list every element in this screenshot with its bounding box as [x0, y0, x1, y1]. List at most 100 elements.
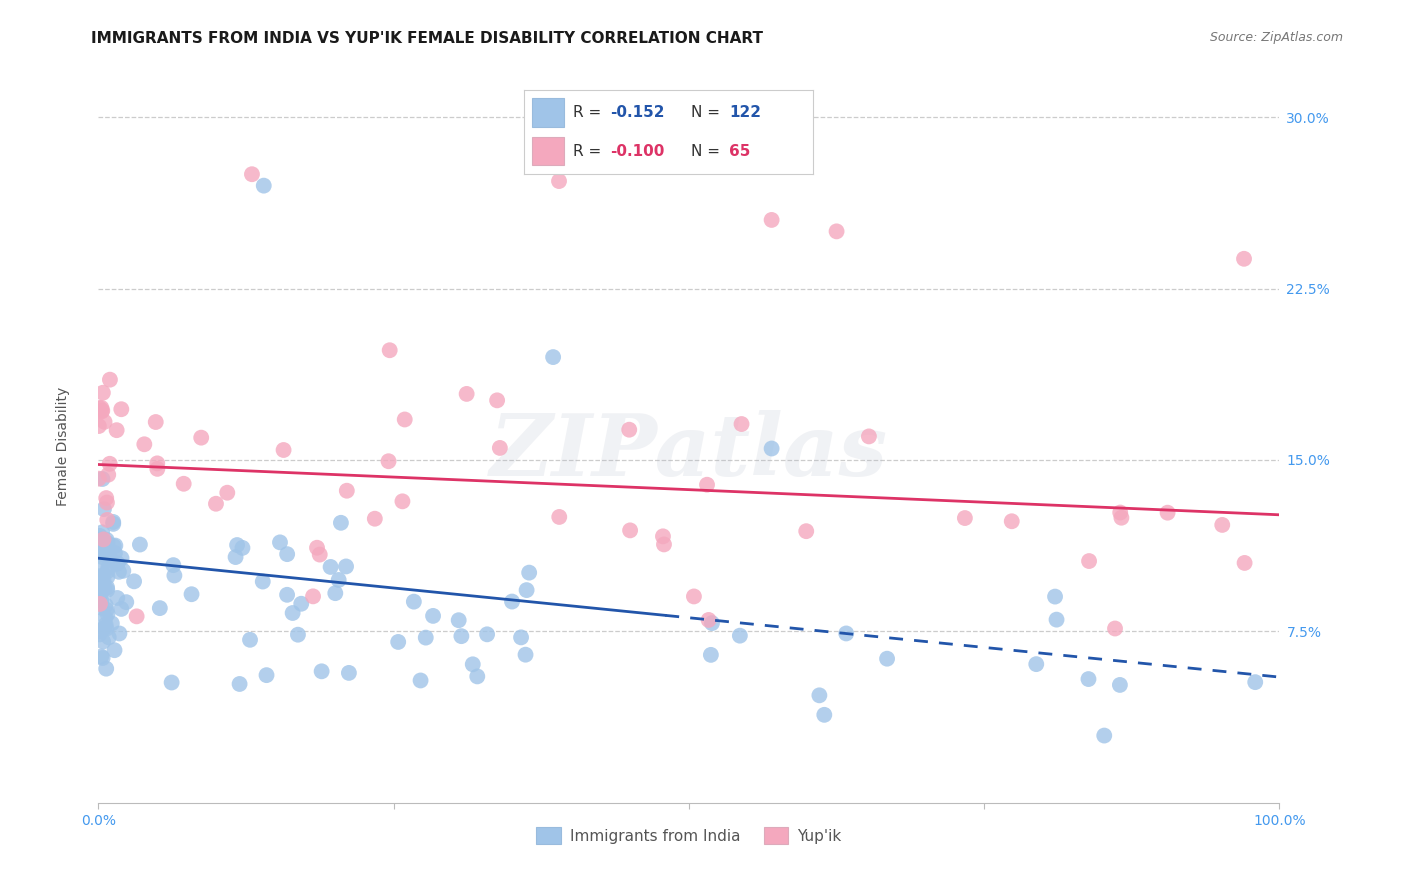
Text: Female Disability: Female Disability [56, 386, 70, 506]
Point [328, 573, 350, 587]
Point [89, 597, 111, 611]
Text: Source: ZipAtlas.com: Source: ZipAtlas.com [1209, 31, 1343, 45]
Point [91, 575, 114, 590]
Point [89, 627, 111, 641]
Point [96, 495, 118, 509]
Point [96, 603, 118, 617]
Point [858, 429, 880, 443]
Point [149, 601, 172, 615]
Point [89, 401, 111, 416]
Point [104, 539, 127, 553]
Point [108, 626, 131, 640]
Text: ZIPatlas: ZIPatlas [489, 410, 889, 493]
Point [364, 512, 387, 526]
Point [93, 540, 115, 554]
Point [93, 582, 115, 597]
Point [548, 174, 571, 188]
Point [96, 536, 118, 550]
Point [94, 611, 117, 625]
Point [134, 437, 156, 451]
Point [94, 599, 117, 613]
Point [103, 643, 125, 657]
Point [302, 590, 325, 604]
Point [90, 559, 112, 574]
Point [93, 621, 115, 635]
Point [252, 574, 274, 589]
Point [91, 550, 114, 565]
Point [94, 617, 117, 632]
Point [91, 472, 114, 486]
Point [162, 558, 184, 573]
Point [97, 547, 120, 561]
Point [835, 626, 858, 640]
Point [98, 457, 121, 471]
Point [1244, 675, 1267, 690]
Point [97, 560, 120, 574]
Point [1078, 554, 1101, 568]
Point [96, 607, 118, 621]
Point [728, 629, 751, 643]
Point [422, 608, 444, 623]
Point [90, 582, 112, 597]
Point [87, 419, 110, 434]
Point [228, 677, 250, 691]
Point [447, 613, 470, 627]
Point [93, 547, 115, 561]
Point [107, 557, 129, 571]
Point [761, 213, 783, 227]
Point [91, 403, 114, 417]
Point [652, 529, 675, 543]
Point [489, 441, 512, 455]
Point [700, 648, 723, 662]
Point [96, 570, 118, 584]
Point [1043, 590, 1066, 604]
Point [402, 594, 425, 608]
Point [501, 594, 523, 608]
Point [730, 417, 752, 431]
Point [96, 491, 118, 505]
Point [240, 167, 263, 181]
Point [456, 387, 478, 401]
Point [391, 494, 413, 508]
Point [122, 574, 145, 589]
Point [1109, 506, 1132, 520]
Point [129, 537, 152, 551]
Point [93, 502, 115, 516]
Point [335, 559, 357, 574]
Point [290, 597, 312, 611]
Point [808, 689, 831, 703]
Point [683, 590, 706, 604]
Legend: Immigrants from India, Yup'ik: Immigrants from India, Yup'ik [530, 822, 848, 850]
Point [91, 385, 114, 400]
Point [276, 588, 298, 602]
Point [89, 529, 111, 543]
Point [323, 586, 346, 600]
Point [125, 609, 148, 624]
Point [652, 537, 675, 551]
Point [98, 373, 121, 387]
Point [287, 628, 309, 642]
Point [953, 511, 976, 525]
Point [163, 568, 186, 582]
Point [461, 657, 484, 672]
Point [205, 497, 228, 511]
Point [108, 565, 131, 579]
Point [465, 669, 488, 683]
Point [90, 533, 112, 547]
Point [1092, 729, 1115, 743]
Point [450, 629, 472, 643]
Point [231, 541, 253, 555]
Point [110, 551, 132, 566]
Point [794, 524, 817, 538]
Point [305, 541, 328, 555]
Point [515, 648, 537, 662]
Point [103, 516, 125, 531]
Point [96, 662, 118, 676]
Point [103, 539, 125, 553]
Point [91, 525, 114, 540]
Point [96, 582, 118, 597]
Point [97, 467, 120, 482]
Point [1111, 510, 1133, 524]
Point [1233, 556, 1256, 570]
Point [146, 462, 169, 476]
